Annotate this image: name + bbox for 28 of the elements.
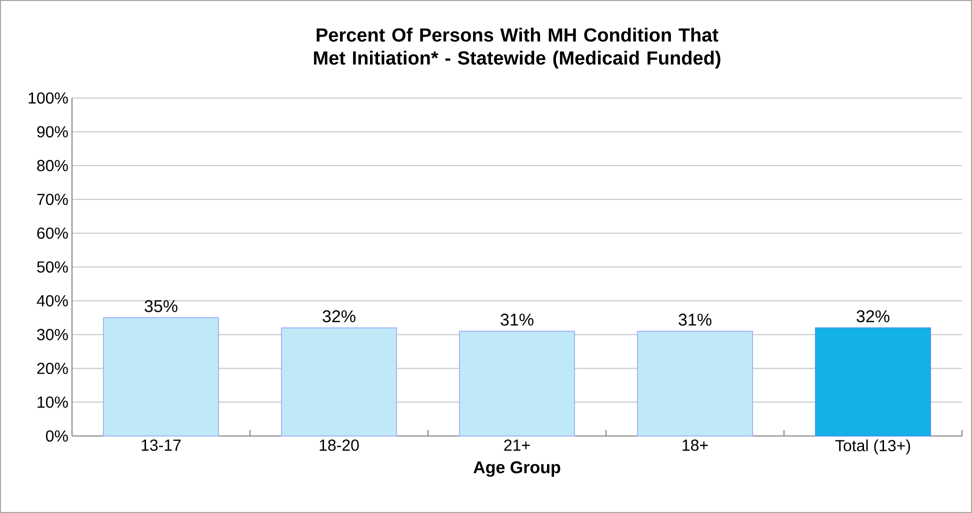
x-tick-label: 18+ [682, 440, 708, 451]
x-tick-label: 13-17 [142, 440, 181, 451]
y-tick-label: 100% [28, 92, 68, 104]
bar [281, 327, 398, 436]
data-label: 32% [322, 310, 356, 322]
bar [103, 317, 220, 436]
y-tick-label: 30% [37, 328, 68, 340]
y-tick-label: 0% [46, 430, 68, 442]
data-label: 32% [856, 310, 890, 322]
bar [637, 330, 753, 436]
data-label: 35% [144, 300, 178, 312]
y-tick-label: 10% [38, 396, 68, 408]
bar [459, 330, 576, 436]
x-axis-title: Age Group [474, 461, 560, 477]
y-tick-label: 40% [36, 295, 68, 306]
chart-title: Percent Of Persons With MH Condition That Met Initiation* - Statewide (Medicaid Funded) [314, 28, 720, 68]
bar [815, 327, 931, 436]
y-tick-label: 20% [37, 362, 68, 374]
y-tick-label: 50% [37, 261, 68, 273]
data-label: 31% [500, 314, 534, 326]
y-tick-label: 70% [37, 194, 68, 206]
y-tick-label: 90% [37, 126, 68, 138]
data-label: 31% [678, 314, 712, 326]
x-tick-label: Total (13+) [835, 440, 910, 454]
x-tick-label: 21+ [504, 440, 530, 451]
x-tick-label: 18-20 [320, 440, 359, 451]
y-tick-label: 60% [37, 228, 68, 239]
y-tick-label: 80% [37, 160, 68, 172]
